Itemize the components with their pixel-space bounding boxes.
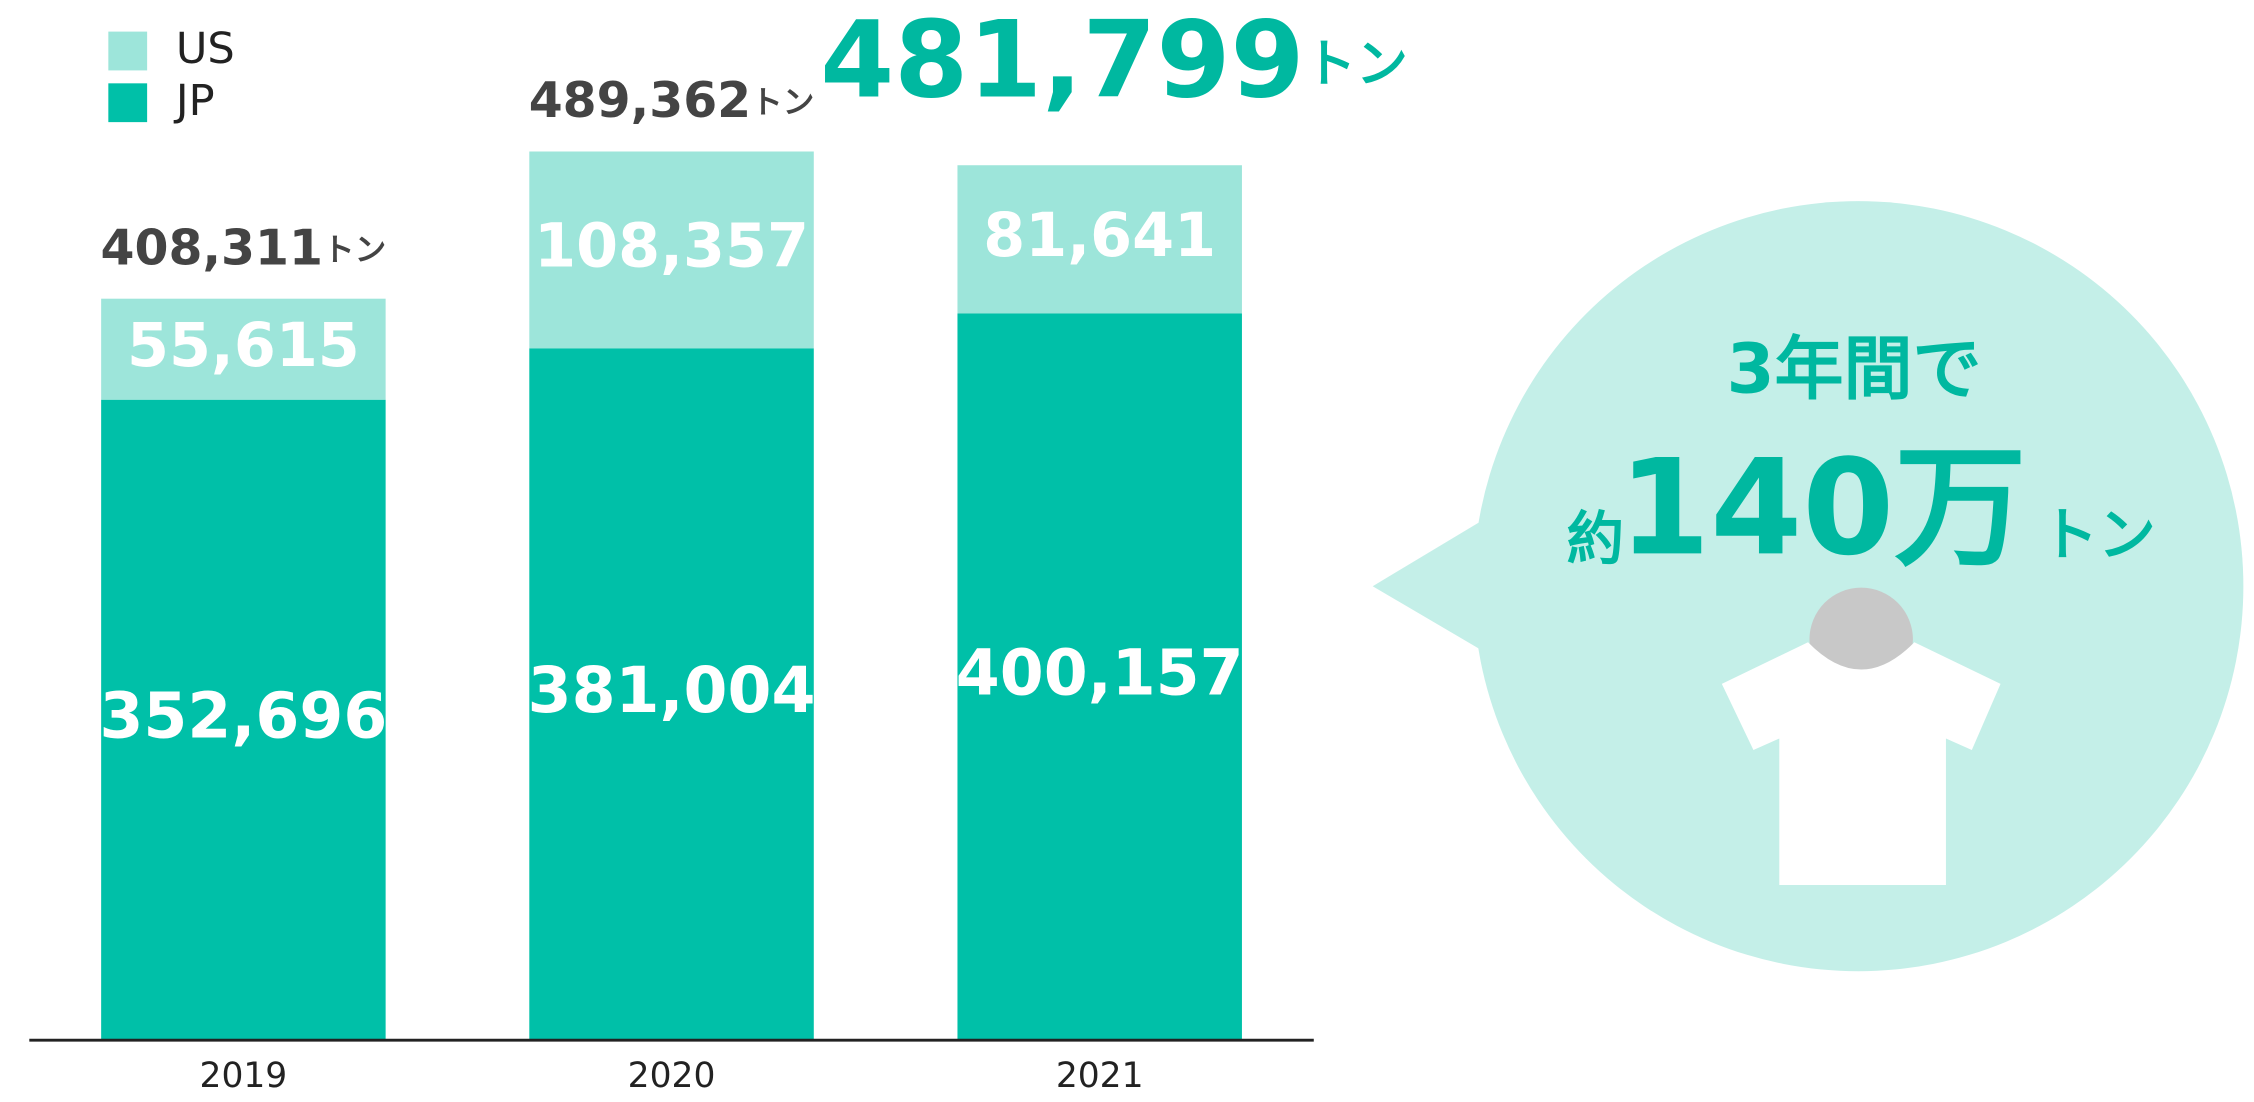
callout-bubble [1473,201,2244,972]
total-label: 481,799トン [820,0,1408,123]
legend-label: JP [173,76,215,126]
legend-swatch [108,83,148,123]
bar-segment [101,399,386,1041]
total-value: 481,799 [820,0,1304,123]
bar-segment [529,348,814,1041]
total-unit: トン [751,85,814,121]
x-tick-label: 2019 [200,1056,288,1096]
total-unit: トン [1304,35,1407,95]
legend-swatch [108,31,148,71]
x-tick-label: 2020 [628,1056,716,1096]
value-label: 400,157 [956,635,1244,709]
value-label: 55,615 [127,311,360,381]
total-label: 408,311トン [101,219,387,276]
callout-unit: トン [2041,501,2156,568]
bar-segment [101,298,386,400]
bar-segment [957,313,1242,1041]
value-label: 108,357 [534,211,809,281]
legend-label: US [176,24,235,74]
callout-prefix: 約 [1567,506,1624,573]
tshirt [1721,642,2001,886]
x-tick-label: 2021 [1056,1056,1144,1096]
callout-amount: 140万 [1618,431,2026,585]
total-unit: トン [323,232,386,268]
total-value: 489,362 [529,72,751,129]
callout-tail [1372,517,1488,654]
bar-segment [957,165,1242,314]
value-label: 381,004 [528,653,816,727]
total-label: 489,362トン [529,72,815,129]
value-label: 81,641 [983,201,1216,271]
value-label: 352,696 [99,679,387,753]
callout: 3年間で 約 140万 トン [1372,201,2244,972]
total-value: 408,311 [101,219,323,276]
bar-segment [529,151,814,349]
callout-line1: 3年間で [1727,330,1982,410]
